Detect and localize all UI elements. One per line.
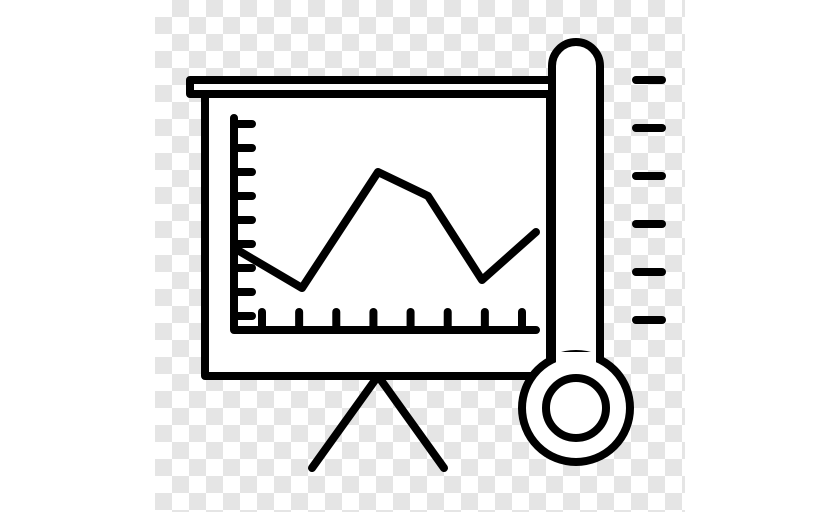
presentation-board-icon xyxy=(190,80,565,468)
icon-drawing xyxy=(0,0,840,512)
easel-legs xyxy=(312,376,444,468)
thermometer-bulb-inner xyxy=(546,378,606,438)
thermometer-scale-ticks xyxy=(636,80,662,320)
stage xyxy=(0,0,840,512)
thermometer-tube xyxy=(552,42,600,378)
